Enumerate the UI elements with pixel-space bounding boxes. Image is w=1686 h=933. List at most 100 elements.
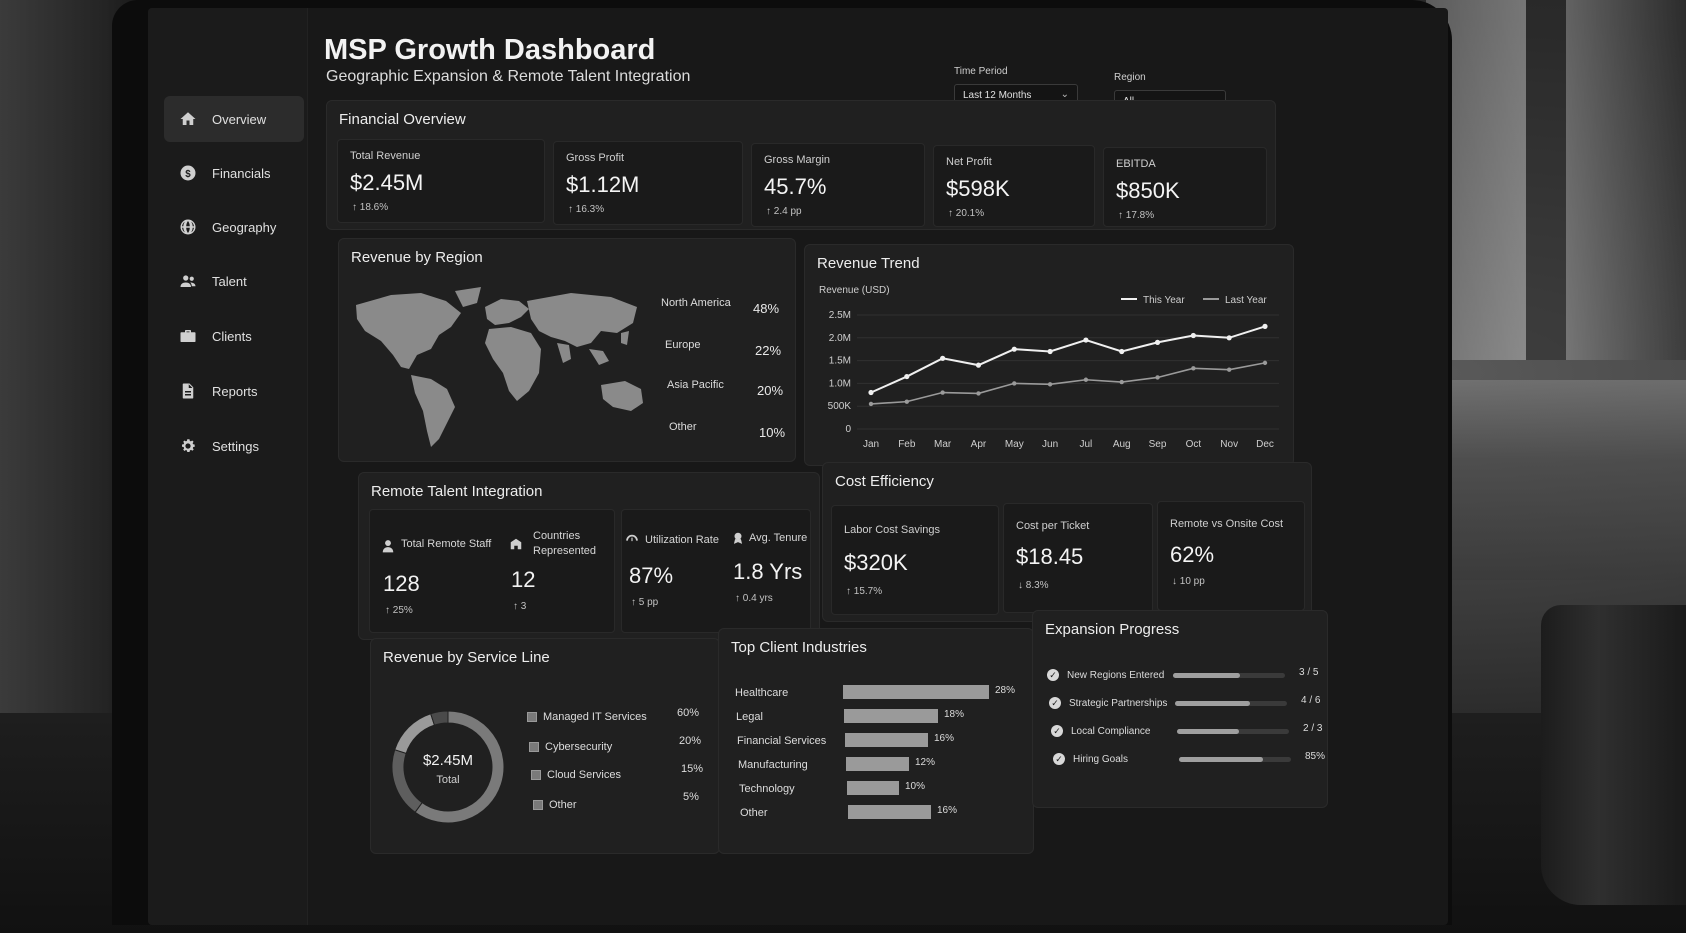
background-books — [1426, 380, 1686, 580]
axis-title: Revenue (USD) — [819, 285, 890, 296]
progress-track — [1173, 673, 1285, 678]
progress-fill — [1175, 701, 1250, 706]
data-point — [940, 355, 946, 361]
industry-bar[interactable] — [848, 805, 931, 819]
expansion-label: Hiring Goals — [1073, 753, 1129, 765]
sidebar-item-geography[interactable]: Geography — [164, 204, 304, 250]
check-circle-icon: ✓ — [1051, 725, 1063, 737]
laptop: Overview $ Financials Geography Talent C… — [112, 0, 1452, 925]
x-tick-label: Aug — [1113, 439, 1131, 450]
kpi-delta: ↑ 2.4 pp — [766, 206, 802, 217]
series-line-this-year — [870, 325, 1266, 394]
talent-value: 1.8 Yrs — [733, 559, 803, 584]
industry-bar[interactable] — [847, 781, 899, 795]
progress-track — [1177, 729, 1289, 734]
kpi-gross-margin[interactable]: Gross Margin 45.7% ↑ 2.4 pp — [751, 143, 925, 227]
data-point — [1012, 381, 1017, 386]
card-title: Expansion Progress — [1045, 621, 1180, 638]
region-label: Europe — [665, 339, 701, 351]
expansion-item: ✓ Strategic Partnerships — [1049, 697, 1167, 709]
service-legend-item: Cloud Services — [531, 769, 621, 781]
region-label: North America — [661, 297, 731, 309]
service-name: Managed IT Services — [543, 711, 647, 723]
kpi-delta: ↑ 17.8% — [1118, 210, 1155, 221]
talent-label: Countries Represented — [533, 530, 596, 557]
sidebar-item-settings[interactable]: Settings — [164, 423, 304, 469]
globe-icon — [178, 217, 198, 237]
service-legend-item: Other — [533, 799, 577, 811]
data-point — [1226, 367, 1232, 372]
kpi-delta: ↑ 20.1% — [948, 208, 985, 219]
kpi-label: EBITDA — [1116, 158, 1156, 170]
kpi-delta: ↓ 10 pp — [1172, 576, 1205, 587]
data-point — [976, 391, 981, 396]
data-point — [1047, 348, 1053, 355]
region-value: 22% — [755, 343, 782, 358]
kpi-total-revenue[interactable]: Total Revenue $2.45M ↑ 18.6% — [337, 139, 545, 223]
talent-value: 12 — [511, 567, 536, 592]
expansion-label: Strategic Partnerships — [1069, 697, 1168, 709]
remote-talent-card: Remote Talent Integration Total Remote S… — [358, 472, 820, 640]
service-legend-item: Cybersecurity — [529, 741, 612, 753]
cost-kpi-labor[interactable]: Labor Cost Savings $320K ↑ 15.7% — [831, 505, 999, 615]
data-point — [940, 390, 945, 395]
industry-bar[interactable] — [844, 709, 938, 723]
revenue-by-service-card: Revenue by Service Line $2.45M Total Man… — [370, 638, 720, 854]
kpi-ebitda[interactable]: EBITDA $850K ↑ 17.8% — [1103, 147, 1267, 227]
sidebar-item-talent[interactable]: Talent — [164, 258, 304, 304]
expansion-item: ✓ Local Compliance — [1051, 725, 1151, 737]
talent-delta: ↑ 5 pp — [631, 597, 659, 608]
industry-pct: 16% — [937, 805, 958, 816]
sidebar-item-label: Reports — [212, 383, 258, 399]
progress-fill — [1173, 673, 1240, 678]
time-period-label: Time Period — [954, 66, 1008, 77]
service-pct: 5% — [683, 791, 699, 803]
y-tick-label: 500K — [828, 401, 852, 412]
talent-label: Utilization Rate — [645, 534, 719, 546]
y-tick-label: 2.5M — [829, 310, 851, 321]
expansion-item: ✓ New Regions Entered — [1047, 669, 1164, 681]
data-point — [1119, 348, 1125, 355]
kpi-delta: ↑ 15.7% — [846, 586, 883, 597]
kpi-gross-profit[interactable]: Gross Profit $1.12M ↑ 16.3% — [553, 141, 743, 225]
cost-kpi-ticket[interactable]: Cost per Ticket $18.45 ↓ 8.3% — [1003, 503, 1153, 613]
data-point — [1262, 360, 1268, 366]
x-tick-label: Nov — [1220, 439, 1238, 450]
sidebar: Overview $ Financials Geography Talent C… — [148, 8, 308, 925]
legend-swatch — [527, 712, 537, 722]
page-title: MSP Growth Dashboard — [324, 34, 656, 66]
card-title: Financial Overview — [339, 111, 466, 128]
service-pct: 60% — [677, 707, 700, 719]
card-title: Cost Efficiency — [835, 473, 934, 490]
service-pct: 15% — [681, 763, 704, 775]
gear-icon — [178, 436, 198, 456]
cost-kpi-remote-onsite[interactable]: Remote vs Onsite Cost 62% ↓ 10 pp — [1157, 501, 1305, 611]
donut-slice — [391, 749, 423, 814]
check-circle-icon: ✓ — [1049, 697, 1061, 709]
industry-pct: 12% — [915, 757, 936, 768]
industry-label: Financial Services — [737, 735, 827, 747]
x-tick-label: Mar — [934, 439, 952, 450]
industry-bar[interactable] — [846, 757, 909, 771]
kpi-delta: ↑ 16.3% — [568, 204, 605, 215]
sidebar-item-reports[interactable]: Reports — [164, 368, 304, 414]
kpi-label: Net Profit — [946, 156, 992, 168]
data-point — [1083, 377, 1089, 382]
data-point — [975, 362, 982, 368]
x-tick-label: May — [1005, 439, 1024, 450]
series-line-last-year — [870, 362, 1266, 405]
kpi-value: $1.12M — [566, 172, 640, 197]
people-icon — [178, 271, 198, 291]
kpi-net-profit[interactable]: Net Profit $598K ↑ 20.1% — [933, 145, 1095, 227]
industry-bar[interactable] — [845, 733, 928, 747]
sidebar-item-clients[interactable]: Clients — [164, 313, 304, 359]
sidebar-item-financials[interactable]: $ Financials — [164, 150, 304, 196]
kpi-value: $18.45 — [1016, 544, 1084, 569]
industry-bar[interactable] — [843, 685, 989, 699]
donut-slice — [430, 710, 449, 726]
sidebar-item-overview[interactable]: Overview — [164, 96, 304, 142]
world-map — [356, 287, 643, 447]
top-client-industries-card: Top Client Industries Healthcare 28% Legal… — [718, 628, 1034, 854]
kpi-label: Gross Margin — [764, 154, 831, 166]
progress-fill — [1179, 757, 1263, 762]
